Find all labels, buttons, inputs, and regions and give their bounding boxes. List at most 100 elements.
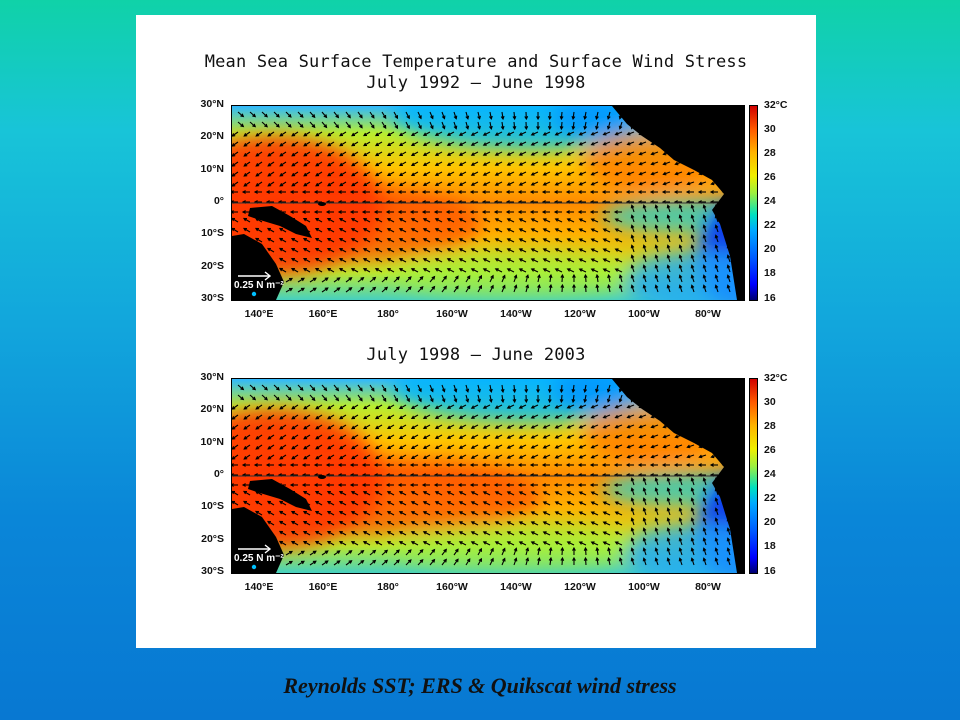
wind-arrow — [435, 444, 443, 449]
wind-arrow-head — [578, 228, 583, 232]
wind-arrow-head — [548, 546, 553, 552]
wind-arrow-head — [666, 517, 671, 522]
wind-arrow — [667, 488, 671, 496]
panel-1-lon-label: 160°W — [436, 308, 468, 320]
wind-arrow — [483, 268, 491, 273]
wind-arrow-head — [602, 404, 607, 409]
wind-arrow — [519, 268, 527, 273]
panel-1-colorbar-label: 32°C — [764, 99, 788, 111]
wind-arrow — [465, 548, 471, 556]
wind-arrow-head — [518, 142, 523, 146]
wind-arrow — [303, 414, 311, 420]
wind-arrow-head — [466, 558, 471, 563]
wind-arrow-head — [303, 425, 308, 430]
wind-arrow — [627, 151, 635, 156]
wind-arrow — [297, 394, 304, 401]
wind-arrow — [691, 265, 695, 273]
wind-arrow — [339, 501, 347, 506]
wind-arrow — [345, 550, 352, 556]
wind-arrow-head — [650, 434, 655, 439]
wind-arrow — [501, 558, 506, 566]
wind-arrow — [255, 131, 263, 137]
wind-arrow — [327, 171, 335, 177]
wind-arrow — [465, 285, 471, 293]
panel-2-lon-label: 180° — [377, 581, 399, 593]
wind-arrow — [501, 384, 504, 393]
wind-arrow — [579, 434, 587, 439]
wind-arrow — [519, 511, 527, 516]
wind-arrow-head — [470, 425, 475, 429]
wind-arrow — [555, 141, 563, 146]
wind-arrow-head — [312, 287, 317, 292]
wind-arrow — [691, 548, 695, 556]
wind-arrow — [357, 287, 364, 293]
wind-arrow — [267, 227, 275, 233]
wind-arrow-head — [314, 520, 319, 525]
wind-arrow-head — [348, 560, 353, 564]
wind-arrow-head — [525, 547, 530, 552]
wind-arrow-head — [536, 399, 540, 404]
wind-arrow — [471, 228, 479, 233]
wind-arrow — [567, 531, 575, 536]
wind-arrow — [315, 531, 323, 536]
wind-arrow — [572, 121, 575, 130]
wind-arrow — [531, 511, 539, 516]
wind-arrow — [411, 258, 419, 263]
wind-arrow-head — [477, 388, 481, 393]
wind-arrow-head — [566, 162, 571, 166]
wind-arrow — [411, 151, 419, 156]
wind-arrow-head — [430, 115, 434, 120]
wind-arrow-head — [506, 455, 511, 459]
wind-arrow-head — [654, 244, 659, 249]
wind-arrow — [567, 228, 575, 233]
wind-arrow-head — [500, 388, 505, 394]
wind-arrow-head — [589, 483, 594, 487]
wind-arrow — [267, 444, 275, 450]
wind-arrow — [411, 444, 419, 449]
wind-arrow-head — [396, 286, 400, 291]
wind-arrow-head — [314, 510, 319, 515]
wind-arrow — [483, 228, 491, 233]
wind-arrow — [291, 161, 299, 167]
wind-arrow-head — [602, 414, 607, 419]
wind-arrow — [237, 121, 244, 127]
wind-arrow-head — [394, 398, 399, 403]
wind-arrow-head — [422, 152, 427, 156]
wind-arrow-head — [433, 463, 438, 467]
wind-arrow-head — [630, 547, 635, 552]
wind-arrow — [607, 384, 611, 392]
wind-arrow-head — [595, 546, 600, 552]
wind-arrow-head — [709, 463, 714, 467]
wind-arrow-head — [398, 152, 403, 157]
wind-arrow-head — [530, 491, 535, 495]
wind-arrow — [603, 531, 611, 536]
wind-arrow-head — [434, 521, 439, 525]
wind-arrow — [555, 541, 563, 546]
wind-arrow-head — [542, 491, 547, 495]
wind-arrow — [643, 255, 647, 263]
wind-arrow-head — [351, 132, 356, 137]
wind-arrow-head — [542, 268, 547, 272]
wind-arrow — [459, 404, 467, 409]
wind-arrow — [703, 518, 707, 526]
wind-arrow — [423, 218, 431, 223]
wind-arrow-head — [678, 244, 683, 249]
wind-arrow-head — [409, 210, 414, 214]
wind-arrow — [435, 258, 443, 263]
wind-arrow — [243, 171, 251, 177]
wind-arrow — [715, 275, 719, 283]
wind-arrow — [567, 501, 575, 506]
wind-arrow-head — [686, 444, 691, 449]
wind-arrow — [441, 559, 447, 566]
wind-arrow — [255, 161, 263, 167]
wind-arrow — [643, 548, 647, 556]
wind-arrow — [315, 258, 323, 263]
wind-arrow — [405, 384, 410, 392]
wind-arrow-head — [275, 123, 280, 128]
wind-arrow-head — [470, 405, 475, 409]
wind-arrow-head — [500, 115, 505, 121]
panel-2-lon-label: 160°E — [308, 581, 338, 593]
wind-arrow-head — [666, 204, 671, 209]
wind-arrow-head — [267, 172, 272, 177]
wind-arrow — [423, 521, 431, 526]
